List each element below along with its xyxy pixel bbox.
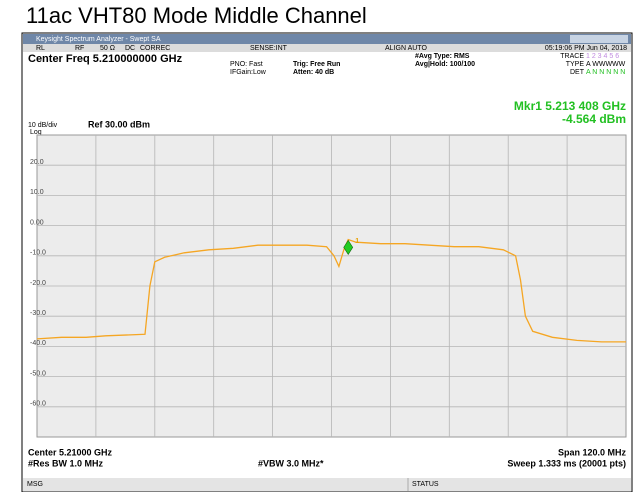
footer-rbw: #Res BW 1.0 MHz (28, 458, 104, 468)
pno: PNO: Fast (230, 61, 263, 68)
y-tick-label: -60.0 (30, 401, 46, 408)
footer-span: Span 120.0 MHz (558, 447, 627, 457)
msg: MSG (27, 481, 43, 488)
status-item: CORREC (140, 45, 170, 52)
status-bar (23, 44, 631, 52)
atten: Atten: 40 dB (293, 69, 334, 76)
ref-level: Ref 30.00 dBm (88, 119, 150, 129)
y-tick-label: 20.0 (30, 159, 44, 166)
page-title: 11ac VHT80 Mode Middle Channel (26, 3, 367, 28)
status-item: RF (75, 45, 84, 52)
trace (36, 238, 626, 343)
status-item: SENSE:INT (250, 45, 288, 52)
trace-label: TRACE (560, 53, 584, 60)
status-item: ALIGN AUTO (385, 45, 427, 52)
y-tick-label: -10.0 (30, 250, 46, 257)
y-tick-label: -40.0 (30, 340, 46, 347)
type-label: TYPE (566, 61, 585, 68)
y-tick-label: 10.0 (30, 189, 44, 196)
footer-center: Center 5.21000 GHz (28, 447, 113, 457)
y-tick-label: -50.0 (30, 370, 46, 377)
window-titlebar (23, 34, 631, 44)
y-tick-label: -20.0 (30, 280, 46, 287)
det-label: DET (570, 69, 585, 76)
status-item: 05:19:06 PM Jun 04, 2018 (545, 45, 627, 52)
marker (343, 239, 354, 255)
ifgain: IFGain:Low (230, 69, 267, 76)
marker-freq: Mkr1 5.213 408 GHz (514, 99, 626, 113)
trig: Trig: Free Run (293, 61, 340, 68)
avg-type: #Avg Type: RMS (415, 53, 470, 60)
scale-mode: Log (30, 129, 42, 136)
plot: 20.0 10.0 0.00 -10.0 -20.0 -30.0 -40.0 -50.0 -60… (30, 134, 627, 438)
y-tick-label: 0.00 (30, 219, 44, 226)
status: STATUS (412, 481, 439, 488)
footer-vbw: #VBW 3.0 MHz* (258, 458, 324, 468)
trace-value: 1 2 3 4 5 6 (586, 53, 619, 60)
scale-div: 10 dB/div (28, 122, 58, 129)
status-items: RL RF 50 Ω DC CORREC SENSE:INT ALIGN AUTO 05:19… (36, 45, 627, 52)
status-item: DC (125, 45, 135, 52)
det-value: A N N N N N (586, 69, 625, 76)
avg-hold: Avg|Hold: 100/100 (415, 61, 475, 68)
marker-level: -4.564 dBm (562, 112, 626, 126)
window-controls[interactable] (570, 35, 628, 43)
y-tick-label: -30.0 (30, 310, 46, 317)
status-item: RL (36, 45, 45, 52)
status-item: 50 Ω (100, 45, 115, 52)
window-title: Keysight Spectrum Analyzer - Swept SA (36, 36, 161, 43)
marker-label: 1 (355, 238, 359, 245)
footer-sweep: Sweep 1.333 ms (20001 pts) (507, 458, 626, 468)
type-value: A WWWWW (586, 61, 626, 68)
center-freq: Center Freq 5.210000000 GHz (28, 53, 183, 65)
msg-bar (23, 478, 631, 491)
